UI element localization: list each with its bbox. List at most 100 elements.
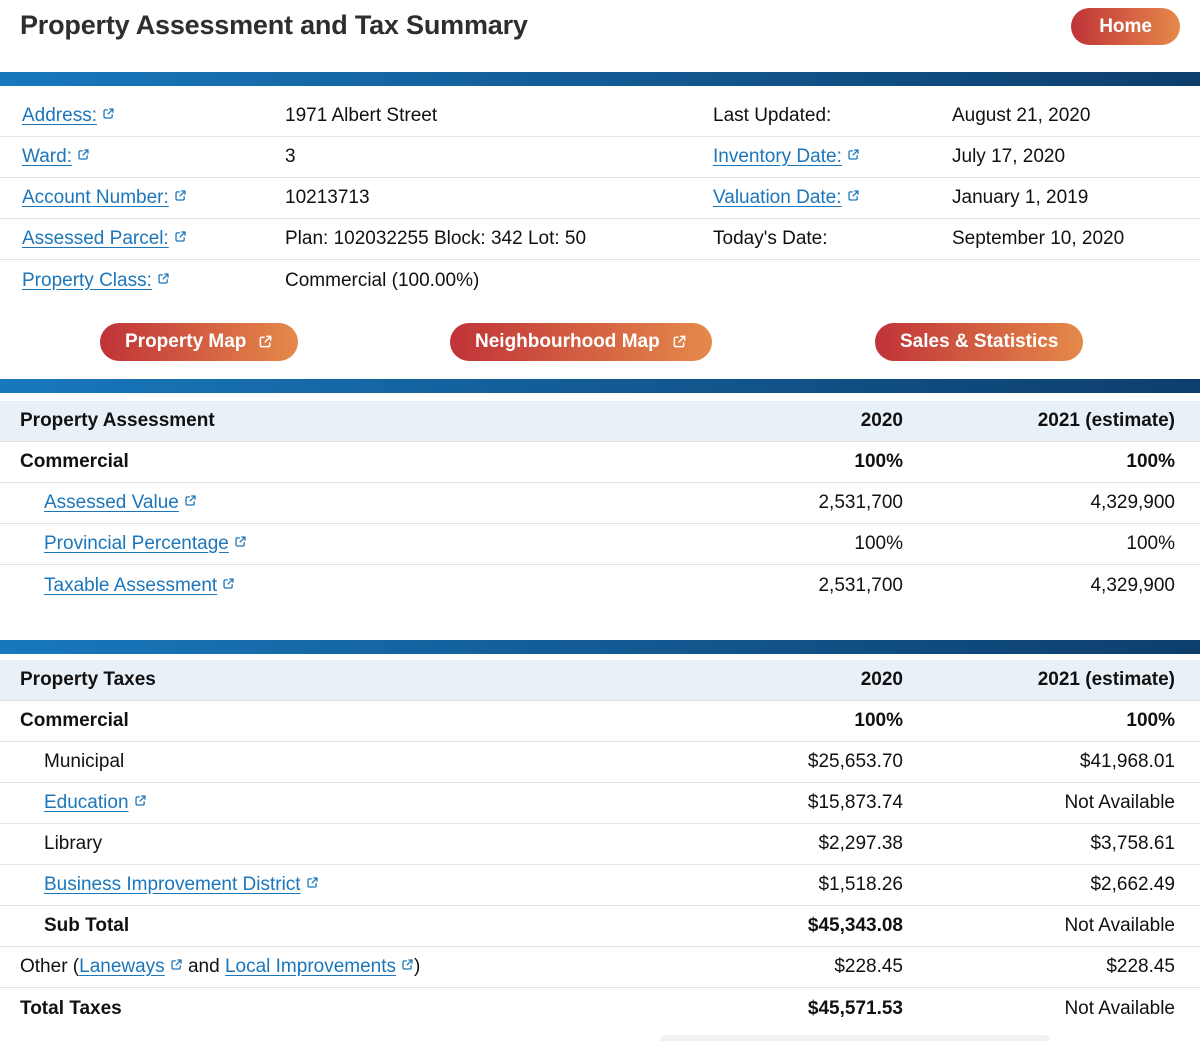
value-2021: $3,758.61 [1090,833,1175,854]
col-2020-header: 2020 [860,410,903,431]
assessed-value-link[interactable]: Assessed Value [44,492,197,513]
external-link-icon [174,189,187,202]
col-2020-header: 2020 [860,669,903,690]
table-row: Education $15,873.74 Not Available [0,783,1200,824]
info-value: Plan: 102032255 Block: 342 Lot: 50 [285,228,587,249]
section-divider-bar [0,640,1200,654]
tax-table-header-row: Property Taxes 2020 2021 (estimate) [0,660,1200,701]
assessed-parcel-link[interactable]: Assessed Parcel: [22,228,187,249]
table-row: Commercial 100% 100% [0,701,1200,742]
value-2021: $228.45 [1106,956,1175,977]
address-link[interactable]: Address: [22,105,115,126]
business-improvement-district-link[interactable]: Business Improvement District [44,874,319,895]
ward-link[interactable]: Ward: [22,146,90,167]
value-2020: 100% [854,533,903,554]
row-label: Library [44,833,103,854]
last-updated-label: Last Updated: [713,105,832,126]
external-link-icon [847,189,860,202]
sales-statistics-button[interactable]: Sales & Statistics [875,323,1084,361]
external-link-icon [77,148,90,161]
value-2020: 100% [854,451,903,472]
value-2021: 100% [1126,451,1175,472]
table-row: Library $2,297.38 $3,758.61 [0,824,1200,865]
table-row: Provincial Percentage 100% 100% [0,524,1200,565]
provincial-percentage-link[interactable]: Provincial Percentage [44,533,247,554]
external-link-icon [184,494,197,507]
info-value: July 17, 2020 [952,146,1066,167]
education-link[interactable]: Education [44,792,147,813]
value-2021: $2,662.49 [1090,874,1175,895]
value-2021: Not Available [1064,792,1175,813]
info-row: Address: 1971 Albert Street Last Updated: A… [0,96,1200,137]
external-link-icon [847,148,860,161]
external-link-icon [234,535,247,548]
section-divider-bar [0,379,1200,393]
inventory-date-link[interactable]: Inventory Date: [713,146,860,167]
external-link-icon [401,958,414,971]
external-link-icon [222,577,235,590]
row-label-part: and [182,956,225,977]
section-divider-bar [0,72,1200,86]
value-2020: $25,653.70 [807,751,903,772]
property-map-button[interactable]: Property Map [100,323,299,361]
value-2020: 2,531,700 [818,574,903,596]
page-header: Property Assessment and Tax Summary Home [0,0,1200,72]
neighbourhood-map-button[interactable]: Neighbourhood Map [450,323,712,361]
external-link-icon [102,107,115,120]
info-value: August 21, 2020 [952,105,1091,126]
page-title: Property Assessment and Tax Summary [20,10,528,40]
property-assessment-table: Property Assessment 2020 2021 (estimate) Co… [0,401,1200,606]
external-link-icon [157,272,170,285]
table-row: Taxable Assessment 2,531,700 4,329,900 [0,565,1200,606]
info-value: 1971 Albert Street [285,105,438,126]
row-label: Municipal [44,751,125,772]
info-value: 3 [285,146,296,167]
row-label: Commercial [20,710,129,731]
external-link-icon [258,334,273,349]
value-2020: $228.45 [834,956,903,977]
cutoff-bottom-element [660,1035,1050,1041]
property-class-link[interactable]: Property Class: [22,270,170,291]
value-2021: 100% [1126,710,1175,731]
value-2020: 2,531,700 [818,492,903,513]
value-2021: $41,968.01 [1079,751,1175,772]
laneways-link[interactable]: Laneways [79,956,183,977]
info-row: Assessed Parcel: Plan: 102032255 Block: 3… [0,219,1200,260]
home-button-label: Home [1099,15,1152,37]
account-number-link[interactable]: Account Number: [22,187,187,208]
row-label-part: Other ( [20,956,80,977]
home-button[interactable]: Home [1071,8,1180,45]
value-2021: 4,329,900 [1090,492,1175,513]
local-improvements-link[interactable]: Local Improvements [225,956,414,977]
value-2021: 100% [1126,533,1175,554]
property-info-table: Address: 1971 Albert Street Last Updated: A… [0,96,1200,301]
table-row: Commercial 100% 100% [0,442,1200,483]
value-2020: $2,297.38 [818,833,903,854]
valuation-date-link[interactable]: Valuation Date: [713,187,860,208]
button-label: Neighbourhood Map [475,331,660,352]
value-2021: Not Available [1064,915,1175,936]
assessment-table-header-row: Property Assessment 2020 2021 (estimate) [0,401,1200,442]
info-row: Account Number: 10213713 Valuation Date: Ja… [0,178,1200,219]
today-s-date-label: Today's Date: [713,228,828,249]
section-title: Property Assessment [20,410,215,431]
value-2021: Not Available [1064,997,1175,1019]
value-2020: $15,873.74 [807,792,903,813]
table-row: Municipal $25,653.70 $41,968.01 [0,742,1200,783]
table-row: Assessed Value 2,531,700 4,329,900 [0,483,1200,524]
external-link-icon [306,876,319,889]
table-row: Other (Laneways and Local Improvements) $… [0,947,1200,988]
action-buttons-row: Property Map Neighbourhood Map Sales & Sta… [0,323,1200,361]
row-label-part: ) [414,956,421,977]
value-2020: $45,571.53 [807,997,903,1019]
row-label: Sub Total [44,915,130,936]
table-row: Total Taxes $45,571.53 Not Available [0,988,1200,1029]
row-label: Commercial [20,451,129,472]
external-link-icon [170,958,183,971]
value-2020: $1,518.26 [818,874,903,895]
info-value: January 1, 2019 [952,187,1089,208]
value-2021: 4,329,900 [1090,574,1175,596]
taxable-assessment-link[interactable]: Taxable Assessment [44,575,235,596]
table-row: Business Improvement District $1,518.26 $2… [0,865,1200,906]
property-taxes-table: Property Taxes 2020 2021 (estimate) Commerc… [0,660,1200,1029]
